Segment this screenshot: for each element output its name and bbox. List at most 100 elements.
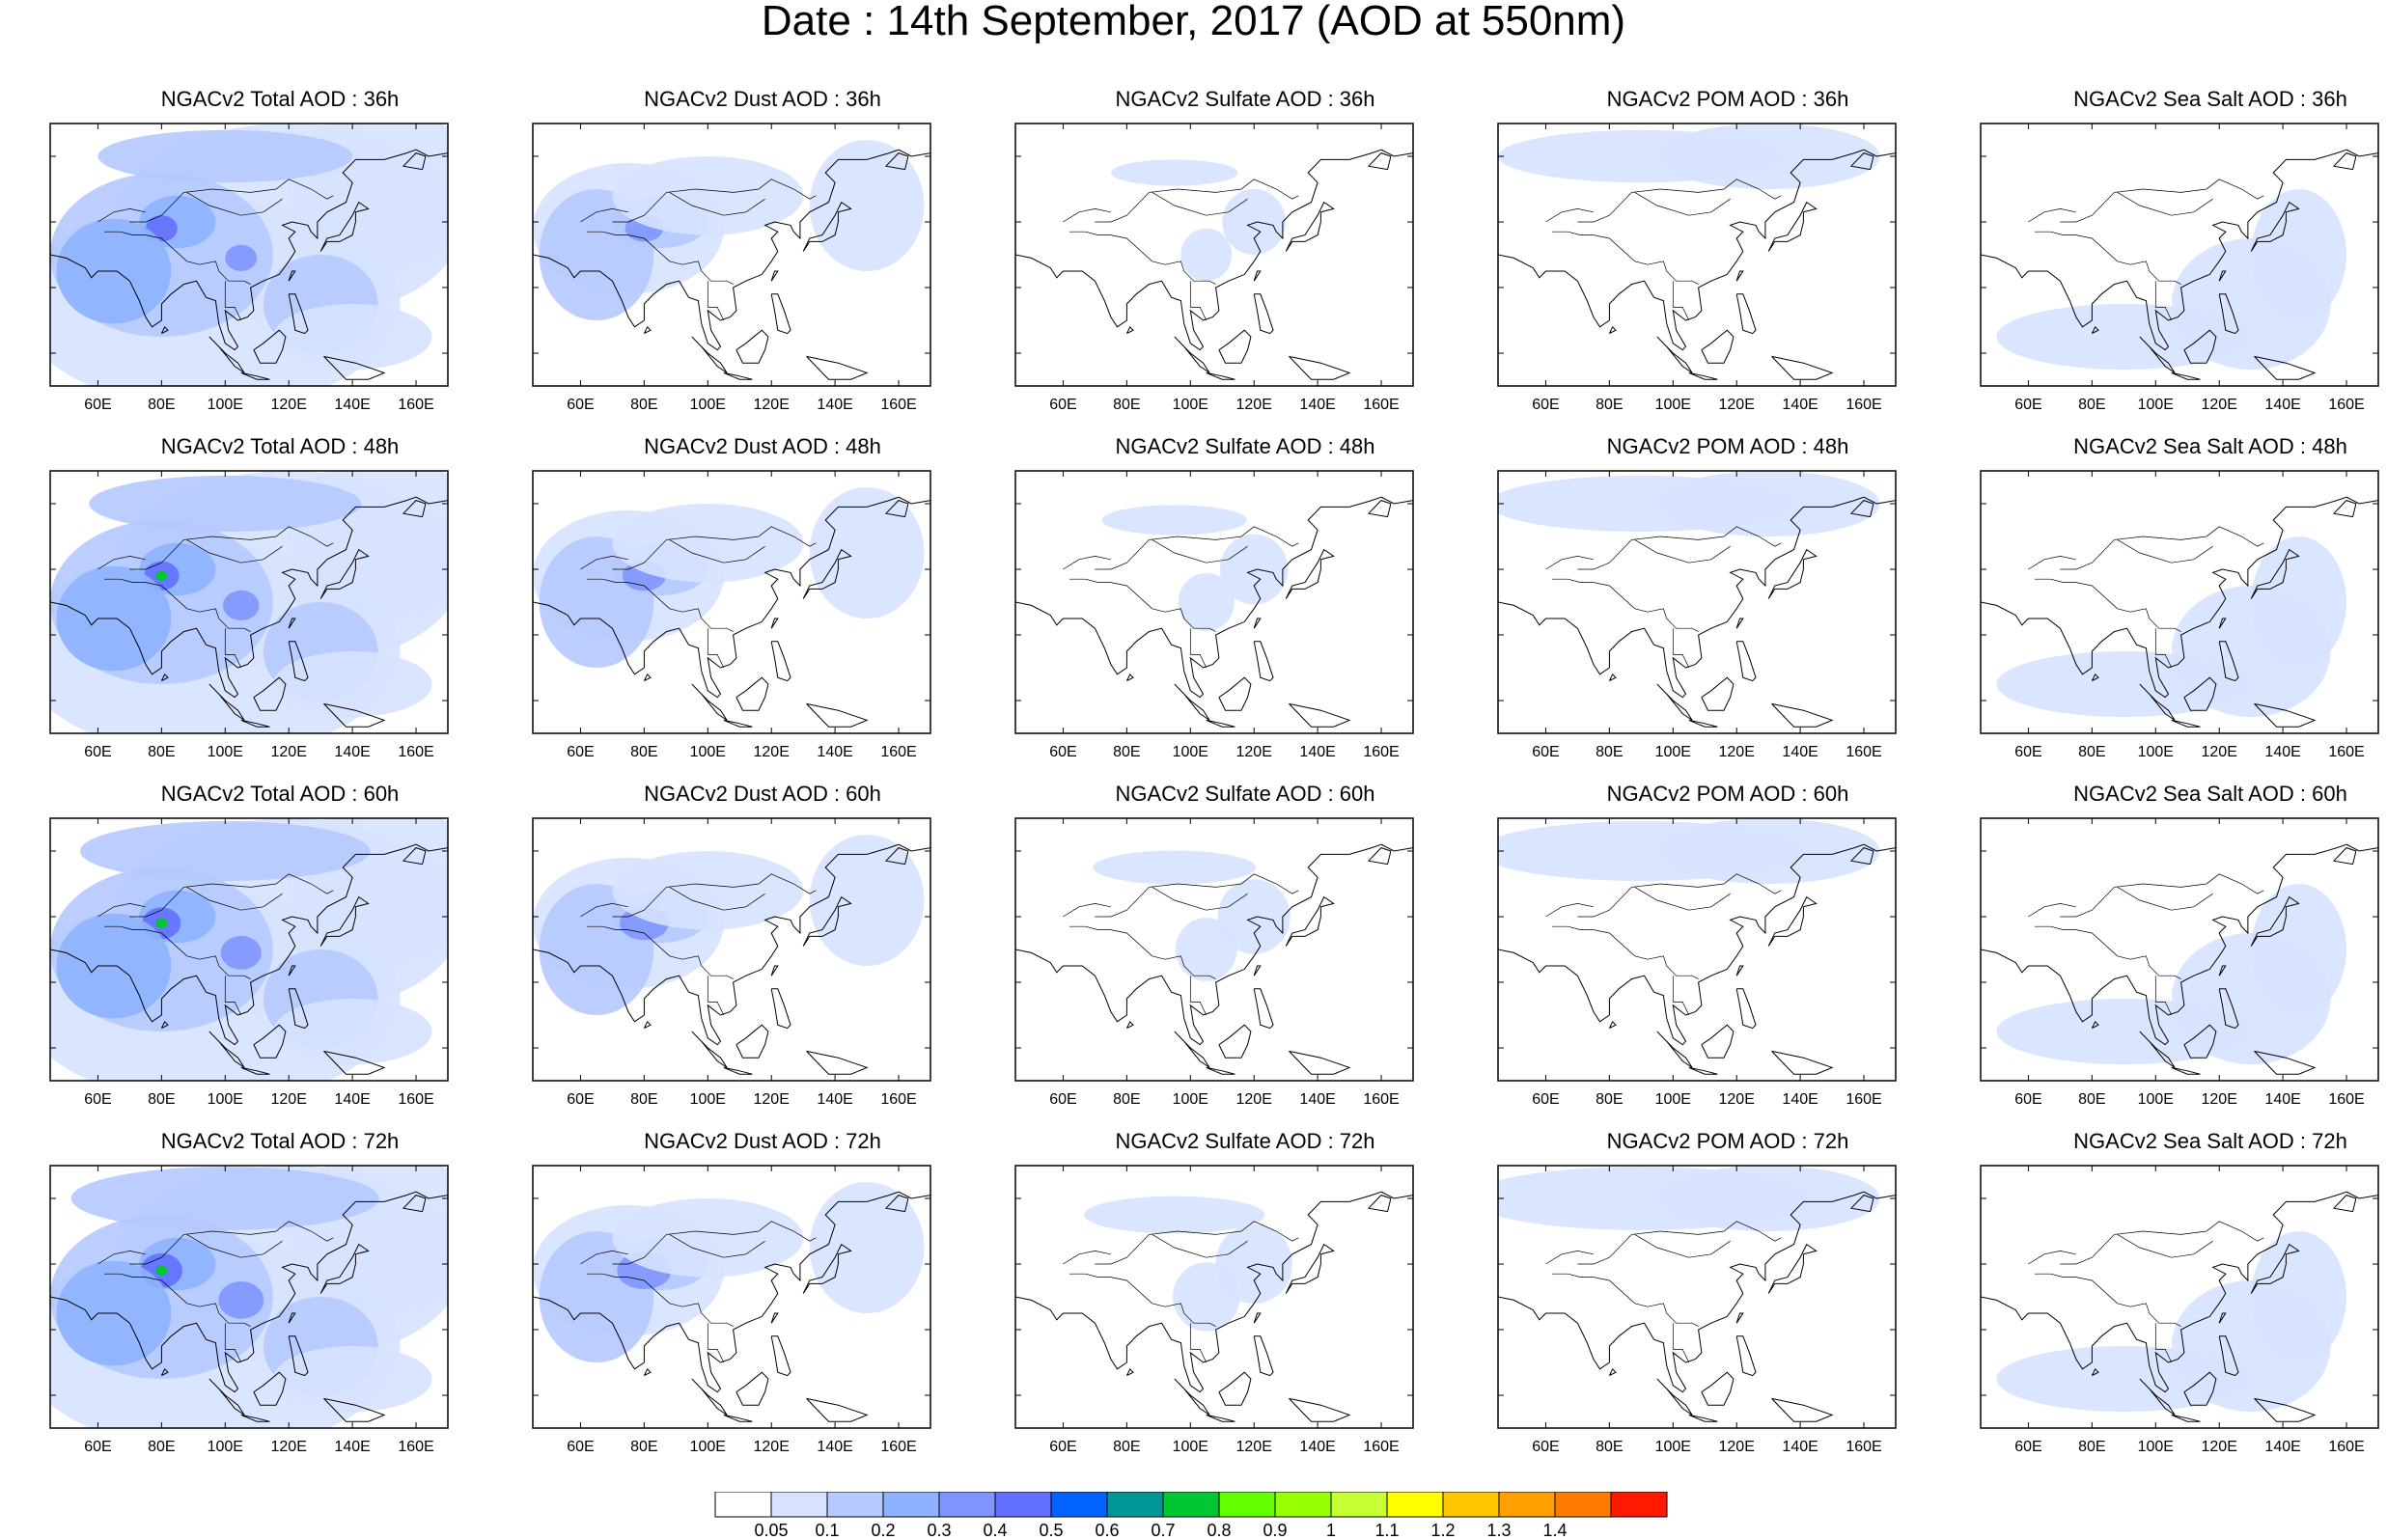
map-panel: NGACv2 Sulfate AOD : 60h 60E 80E 100E 120E 14… [1013,782,1477,1110]
x-tick-label: 120E [1236,744,1272,760]
coastlines [533,496,930,728]
coastlines [1981,1191,2378,1422]
x-tick-label: 140E [334,1439,370,1455]
x-tick-label: 160E [2328,397,2364,413]
coastlines [50,843,448,1075]
x-tick-label: 60E [1532,1091,1559,1108]
x-tick-label: 80E [1596,1439,1623,1455]
aod-field [272,651,432,717]
x-tick-label: 60E [1049,1439,1076,1455]
aod-field [272,1346,432,1412]
x-tick-label: 80E [1596,744,1623,760]
x-tick-label: 80E [630,1091,657,1108]
panel-title: NGACv2 Total AOD : 60h [160,782,400,806]
x-tick-label: 160E [880,1439,916,1455]
x-tick-label: 120E [754,744,790,760]
map-plot: 60E80E100E120E140E160E60N40N20N0 [1497,470,1897,760]
x-tick-label: 160E [1363,1439,1399,1455]
x-tick-label: 60E [84,1091,111,1108]
x-tick-label: 100E [1655,1439,1691,1455]
map-panel: NGACv2 POM AOD : 48h 60E 80E 100E 120E 140E 16… [1496,434,1959,762]
map-panel: NGACv2 Sea Salt AOD : 60h 60E 80E 100E 120E 1… [1979,782,2387,1110]
x-tick-label: 100E [208,397,243,413]
map-plot: 60E80E100E120E140E160E60N40N20N0 [532,817,931,1108]
coastlines [1015,149,1413,380]
x-tick-label: 100E [2138,1439,2174,1455]
colorbar-swatch [1610,1492,1668,1518]
x-tick-label: 120E [2202,397,2237,413]
x-tick-label: 140E [817,1439,852,1455]
aod-field [1110,159,1238,186]
coastlines [1498,149,1896,380]
x-tick-label: 140E [1782,1439,1818,1455]
panel-title: NGACv2 Dust AOD : 48h [644,434,881,458]
x-tick-label: 160E [1363,1091,1399,1108]
x-tick-label: 120E [271,1091,307,1108]
coastlines [50,149,448,380]
aod-field [2251,1231,2347,1362]
coastlines [1498,1191,1896,1422]
x-tick-label: 100E [2138,744,2174,760]
map-panel: NGACv2 Dust AOD : 48h 60E 80E 100E 120E 140E 1… [531,434,994,762]
map-plot: 60E80E100E120E140E160E60N40N20N0 [1014,123,1414,413]
x-tick-label: 160E [2328,1439,2364,1455]
coastlines [50,1191,448,1422]
map-plot: 60E80E100E120E140E160E60N40N20N0 [532,1165,931,1455]
aod-field [272,304,432,370]
x-tick-label: 80E [148,397,175,413]
aod-field [222,590,260,620]
map-plot: 60E80E100E120E140E160E60N40N20N0 [49,123,449,413]
aod-field [79,820,371,882]
aod-hotspot [155,1265,168,1276]
panel-title: NGACv2 POM AOD : 72h [1606,1129,1849,1153]
colorbar-swatch [1498,1492,1556,1518]
aod-hotspot [155,570,168,581]
panel-title: NGACv2 POM AOD : 48h [1606,434,1849,458]
x-tick-label: 120E [271,744,307,760]
aod-field [1656,818,1880,884]
coastlines [50,496,448,728]
coastlines [1981,843,2378,1075]
x-tick-label: 100E [690,397,726,413]
x-tick-label: 160E [2328,1091,2364,1108]
x-tick-label: 140E [2264,397,2300,413]
colorbar-label: 0.2 [871,1521,895,1540]
map-plot: 60E80E100E120E140E160E60N40N20N0 [1497,1165,1897,1455]
aod-field [272,999,432,1064]
map-plot: 60E80E100E120E140E160E60N40N20N0 [1014,1165,1414,1455]
map-plot: 60E80E100E120E140E160E60N40N20N0 [1980,123,2379,413]
x-tick-label: 120E [754,397,790,413]
map-panel: NGACv2 Total AOD : 48h 60E 80E 100E 120E 140E… [48,434,512,762]
x-tick-label: 140E [2264,744,2300,760]
x-tick-label: 120E [1719,1439,1755,1455]
x-tick-label: 60E [1532,1439,1559,1455]
colorbar-swatch [1050,1492,1108,1518]
x-tick-label: 100E [1173,1439,1208,1455]
x-tick-label: 100E [690,1091,726,1108]
x-tick-label: 140E [2264,1091,2300,1108]
aod-field [1222,189,1287,255]
x-tick-label: 160E [880,397,916,413]
coastlines [533,1191,930,1422]
map-panel: NGACv2 Total AOD : 60h 60E 80E 100E 120E 140E… [48,782,512,1110]
aod-hotspot [155,918,168,928]
colorbar: 0.05 0.1 0.2 0.3 0.4 0.5 0.6 0.7 0.8 0.9 1 1.1 1.2 1.… [714,1492,1668,1540]
aod-field [70,1167,379,1230]
coastlines [533,149,930,380]
x-tick-label: 80E [630,744,657,760]
x-tick-label: 60E [84,397,111,413]
map-panel: NGACv2 Dust AOD : 60h 60E 80E 100E 120E 140E 1… [531,782,994,1110]
x-tick-label: 100E [208,1439,243,1455]
panel-title: NGACv2 Total AOD : 48h [160,434,400,458]
aod-field [809,835,925,966]
map-plot: 60E80E100E120E140E160E60N40N20N0 [532,470,931,760]
colorbar-label: 1.1 [1374,1521,1399,1540]
x-tick-label: 60E [2014,1091,2041,1108]
panel-title: NGACv2 Sulfate AOD : 36h [1115,87,1375,111]
aod-field [2251,536,2347,668]
x-tick-label: 100E [208,1091,243,1108]
aod-field [612,504,804,583]
colorbar-swatch [826,1492,884,1518]
x-tick-label: 120E [754,1439,790,1455]
x-tick-label: 160E [398,744,433,760]
